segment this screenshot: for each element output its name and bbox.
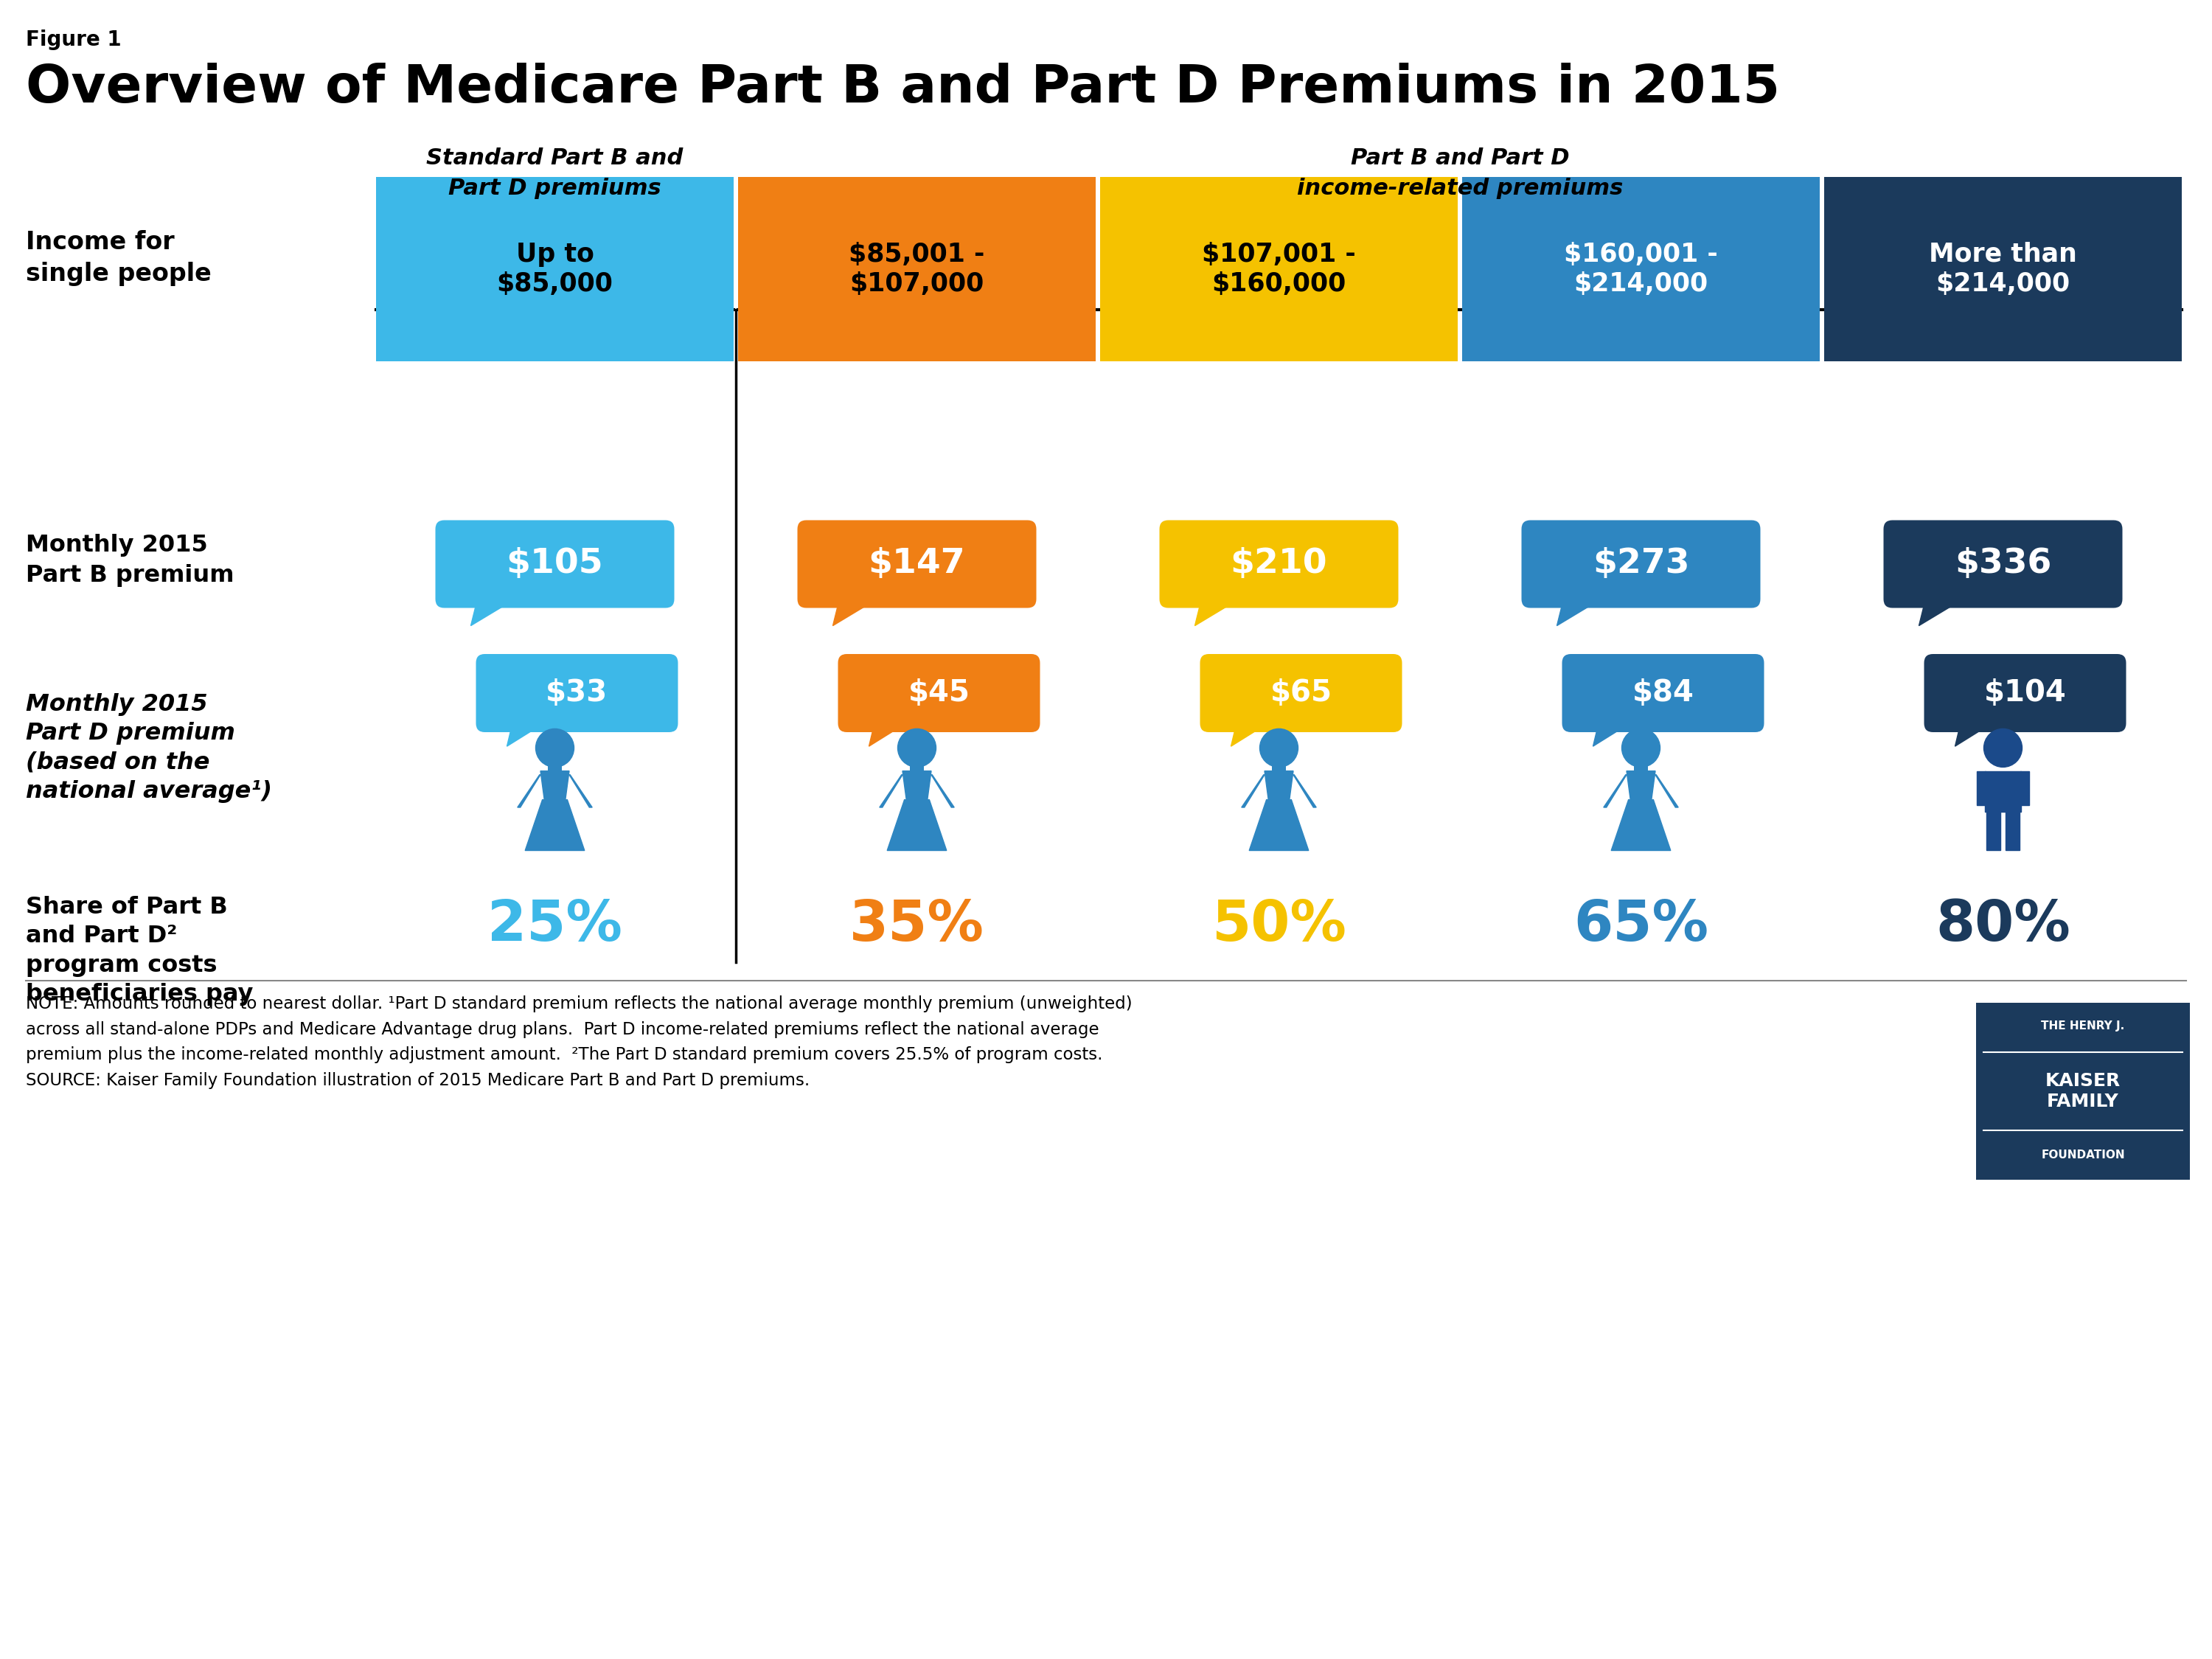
Circle shape <box>1984 728 2022 766</box>
Polygon shape <box>869 723 907 747</box>
Polygon shape <box>832 599 876 625</box>
FancyBboxPatch shape <box>1825 178 2181 362</box>
Polygon shape <box>1230 723 1267 747</box>
FancyBboxPatch shape <box>1199 654 1402 732</box>
Polygon shape <box>931 775 953 808</box>
Polygon shape <box>902 771 931 800</box>
FancyBboxPatch shape <box>1635 760 1648 771</box>
Text: Monthly 2015
Part D premium
(based on the
national average¹): Monthly 2015 Part D premium (based on th… <box>27 693 272 803</box>
Polygon shape <box>1604 775 1626 808</box>
Text: 50%: 50% <box>1212 898 1347 952</box>
Text: $85,001 -
$107,000: $85,001 - $107,000 <box>849 242 984 297</box>
FancyBboxPatch shape <box>549 760 562 771</box>
FancyBboxPatch shape <box>1099 178 1458 362</box>
Text: Up to
$85,000: Up to $85,000 <box>498 242 613 297</box>
FancyBboxPatch shape <box>838 654 1040 732</box>
Text: $45: $45 <box>909 679 969 708</box>
Text: KAISER
FAMILY: KAISER FAMILY <box>2046 1072 2121 1110</box>
FancyBboxPatch shape <box>376 178 734 362</box>
Text: $104: $104 <box>1984 679 2066 708</box>
Text: $160,001 -
$214,000: $160,001 - $214,000 <box>1564 242 1719 297</box>
Text: Standard Part B and
Part D premiums: Standard Part B and Part D premiums <box>427 148 684 199</box>
Text: $107,001 -
$160,000: $107,001 - $160,000 <box>1201 242 1356 297</box>
Polygon shape <box>1294 775 1316 808</box>
FancyBboxPatch shape <box>1272 760 1285 771</box>
Text: 35%: 35% <box>849 898 984 952</box>
FancyBboxPatch shape <box>1562 654 1763 732</box>
Text: More than
$214,000: More than $214,000 <box>1929 242 2077 297</box>
Text: Monthly 2015
Part B premium: Monthly 2015 Part B premium <box>27 534 234 587</box>
FancyBboxPatch shape <box>476 654 677 732</box>
Polygon shape <box>507 723 544 747</box>
Polygon shape <box>1557 599 1601 625</box>
Polygon shape <box>1626 771 1655 800</box>
Polygon shape <box>1955 723 1991 747</box>
Text: $210: $210 <box>1230 547 1327 581</box>
Polygon shape <box>524 800 584 851</box>
Text: $336: $336 <box>1955 547 2051 581</box>
Text: $84: $84 <box>1632 679 1694 708</box>
FancyBboxPatch shape <box>909 760 925 771</box>
Polygon shape <box>1610 800 1670 851</box>
FancyBboxPatch shape <box>1159 521 1398 607</box>
FancyBboxPatch shape <box>1924 654 2126 732</box>
Text: 25%: 25% <box>487 898 622 952</box>
FancyBboxPatch shape <box>796 521 1035 607</box>
Polygon shape <box>1241 775 1265 808</box>
Text: $147: $147 <box>869 547 964 581</box>
Text: Overview of Medicare Part B and Part D Premiums in 2015: Overview of Medicare Part B and Part D P… <box>27 63 1781 113</box>
Text: 80%: 80% <box>1935 898 2070 952</box>
FancyBboxPatch shape <box>1522 521 1761 607</box>
Text: Figure 1: Figure 1 <box>27 30 122 50</box>
Circle shape <box>1261 728 1298 766</box>
Polygon shape <box>1918 599 1962 625</box>
FancyBboxPatch shape <box>1882 521 2121 607</box>
Text: $33: $33 <box>546 679 608 708</box>
Polygon shape <box>2020 771 2028 806</box>
Polygon shape <box>1250 800 1310 851</box>
Circle shape <box>535 728 575 766</box>
Polygon shape <box>568 775 593 808</box>
Polygon shape <box>1265 771 1294 800</box>
Polygon shape <box>2006 813 2020 851</box>
Polygon shape <box>540 771 568 800</box>
Polygon shape <box>518 775 540 808</box>
Polygon shape <box>1593 723 1630 747</box>
Text: FOUNDATION: FOUNDATION <box>2042 1150 2126 1161</box>
Polygon shape <box>1978 771 1986 806</box>
Text: Income for
single people: Income for single people <box>27 231 212 287</box>
Polygon shape <box>1984 771 2022 813</box>
Text: NOTE: Amounts rounded to nearest dollar. ¹Part D standard premium reflects the n: NOTE: Amounts rounded to nearest dollar.… <box>27 995 1133 1088</box>
Text: $65: $65 <box>1270 679 1332 708</box>
Text: Share of Part B
and Part D²
program costs
beneficiaries pay: Share of Part B and Part D² program cost… <box>27 896 252 1005</box>
Polygon shape <box>1986 813 2000 851</box>
Text: Part B and Part D
income-related premiums: Part B and Part D income-related premium… <box>1296 148 1624 199</box>
Polygon shape <box>471 599 515 625</box>
Text: THE HENRY J.: THE HENRY J. <box>2042 1020 2126 1032</box>
Polygon shape <box>1655 775 1679 808</box>
Polygon shape <box>1194 599 1239 625</box>
Text: $273: $273 <box>1593 547 1690 581</box>
Polygon shape <box>880 775 902 808</box>
Circle shape <box>1621 728 1659 766</box>
Text: $105: $105 <box>507 547 604 581</box>
Circle shape <box>898 728 936 766</box>
FancyBboxPatch shape <box>436 521 675 607</box>
FancyBboxPatch shape <box>739 178 1095 362</box>
Polygon shape <box>887 800 947 851</box>
FancyBboxPatch shape <box>1975 1002 2190 1180</box>
Text: 65%: 65% <box>1573 898 1708 952</box>
FancyBboxPatch shape <box>1462 178 1820 362</box>
